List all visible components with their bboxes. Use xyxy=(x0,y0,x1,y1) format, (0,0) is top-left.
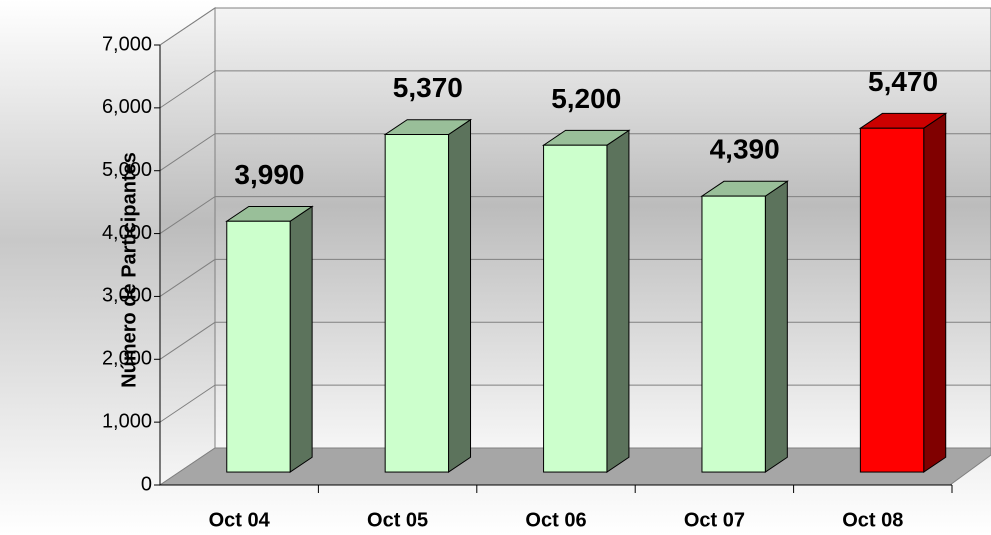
bar-side xyxy=(764,180,788,473)
bar xyxy=(701,195,766,473)
bar-side xyxy=(606,129,630,473)
value-label: 5,370 xyxy=(393,72,463,103)
bar-side xyxy=(289,205,313,473)
value-label: 3,990 xyxy=(234,159,304,190)
x-tick-label: Oct 05 xyxy=(367,509,428,531)
x-tick-label: Oct 04 xyxy=(209,509,271,531)
y-tick-label: 3,000 xyxy=(102,285,152,307)
x-tick-label: Oct 08 xyxy=(842,509,903,531)
y-tick-label: 2,000 xyxy=(102,348,152,370)
value-label: 5,200 xyxy=(551,83,621,114)
x-tick-label: Oct 07 xyxy=(684,509,745,531)
grid-line xyxy=(159,133,991,172)
grid-line xyxy=(159,70,991,109)
y-tick-label: 4,000 xyxy=(102,222,152,244)
side-wall xyxy=(159,7,216,486)
y-tick-label: 0 xyxy=(141,473,152,495)
bar xyxy=(543,144,608,473)
y-tick-label: 5,000 xyxy=(102,159,152,181)
y-axis-label: Número de Participantes xyxy=(118,152,140,388)
y-tick-label: 6,000 xyxy=(102,96,152,118)
bar-side xyxy=(923,112,947,473)
grid-line xyxy=(159,7,991,46)
value-label: 5,470 xyxy=(868,66,938,97)
bar xyxy=(859,127,925,473)
bar xyxy=(226,220,291,473)
value-label: 4,390 xyxy=(710,134,780,165)
y-tick-label: 7,000 xyxy=(102,33,152,55)
bar xyxy=(384,134,450,473)
bar-side xyxy=(448,118,472,473)
y-tick-label: 1,000 xyxy=(102,410,152,432)
x-tick-label: Oct 06 xyxy=(525,509,586,531)
